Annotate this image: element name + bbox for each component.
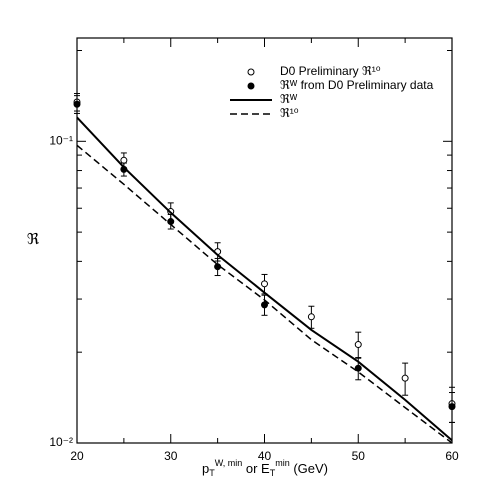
x-label-part: p [202,461,209,476]
plot-frame [76,37,453,444]
data-point [73,100,81,108]
x-axis-label: pTW, min or ETmin (GeV) [202,458,328,478]
curve [76,116,453,442]
x-tick-label: 20 [70,449,84,463]
legend-label: D0 Preliminary ℜ¹⁰ [280,64,381,78]
x-tick-label: 40 [258,449,272,463]
curve [76,144,453,444]
x-label-part: (GeV) [290,461,328,476]
x-label-part: T [270,468,276,478]
x-label-part: min [275,458,290,468]
x-tick-label: 30 [164,449,178,463]
data-point [307,313,315,321]
legend-swatch [247,82,255,90]
data-point [261,280,268,288]
legend-label: ℜᵂ [280,92,298,106]
y-tick-label: 10⁻² [49,435,73,449]
legend-label: ℜ¹⁰ [280,106,299,120]
data-point [448,403,456,411]
x-tick-label: 60 [445,449,459,463]
x-label-part: or E [242,461,270,476]
y-axis-label: ℜ [27,231,39,248]
legend-label: ℜᵂ from D0 Preliminary data [280,78,434,92]
x-label-part: T [209,468,215,478]
data-point [354,341,362,349]
data-point [401,374,409,382]
x-tick-label: 50 [352,449,366,463]
data-point [261,301,268,309]
y-tick-label: 10⁻¹ [49,133,73,147]
data-point [354,364,362,372]
x-label-part: W, min [215,458,243,468]
legend-swatch [247,68,255,76]
data-point [120,156,128,164]
